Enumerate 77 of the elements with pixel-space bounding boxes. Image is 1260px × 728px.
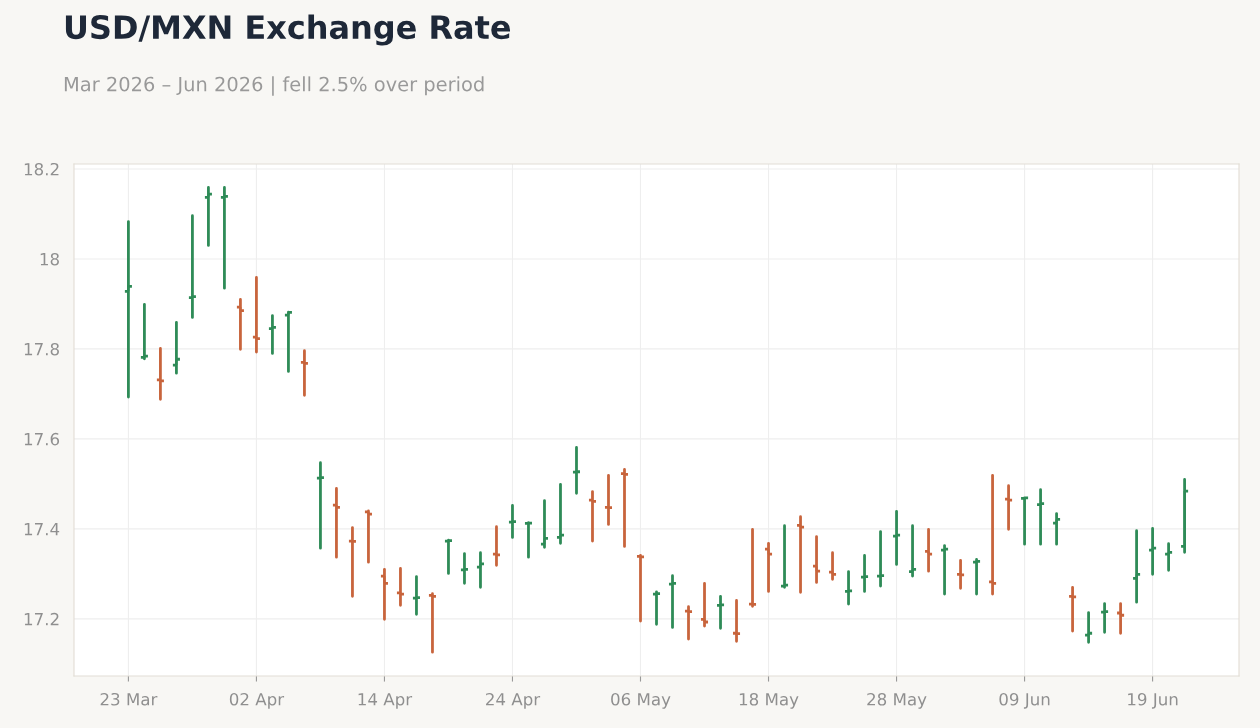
candlestick	[251, 275, 262, 354]
candlestick	[283, 310, 294, 373]
candlestick	[331, 487, 342, 559]
candlestick	[1035, 488, 1046, 546]
x-tick-label: 28 May	[867, 692, 927, 709]
x-tick-label: 09 Jun	[999, 692, 1050, 709]
candlestick	[811, 535, 822, 584]
candlestick	[763, 541, 774, 593]
x-tick-label: 19 Jun	[1128, 692, 1178, 709]
x-tick-label: 23 Mar	[100, 692, 158, 706]
candlestick	[475, 551, 486, 589]
candlestick	[907, 524, 918, 578]
candlestick	[379, 567, 390, 621]
candlestick	[891, 509, 902, 566]
candlestick	[315, 461, 326, 550]
chart-subtitle: Mar 2026 – Jun 2026 | fell 2.5% over period	[64, 76, 484, 96]
candlestick	[187, 214, 198, 319]
candlestick	[843, 570, 854, 606]
candlestick	[395, 567, 406, 607]
x-tick-label: 24 Apr	[486, 692, 541, 709]
candlestick	[779, 524, 790, 589]
y-tick-label: 18	[40, 252, 59, 266]
candlestick	[1003, 484, 1014, 531]
chart-title: USD/MXN Exchange Rate	[65, 14, 510, 46]
x-tick-label: 14 Apr	[358, 693, 413, 709]
candlestick	[827, 551, 838, 581]
candlestick	[667, 574, 678, 629]
x-tick-label: 06 May	[611, 692, 671, 709]
candlestick	[539, 499, 550, 549]
candlestick	[683, 605, 694, 641]
candlestick	[1131, 529, 1142, 604]
candlestick	[155, 347, 166, 401]
y-tick-label: 17.8	[24, 342, 59, 356]
candlestick	[987, 473, 998, 596]
candlestick	[587, 490, 598, 543]
x-tick-label: 18 May	[739, 692, 799, 709]
candlestick	[171, 320, 182, 375]
candlestick	[859, 554, 870, 593]
candlestick	[491, 525, 502, 567]
candlestick	[939, 544, 950, 596]
candlestick	[1115, 602, 1126, 635]
candlestick	[459, 552, 470, 585]
y-tick-label: 18.2	[24, 162, 59, 176]
candlestick	[875, 530, 886, 588]
candlestick	[619, 468, 630, 548]
candlestick	[635, 554, 646, 623]
candlestick	[1067, 585, 1078, 633]
candlestick	[203, 186, 214, 247]
candlestick	[971, 558, 982, 596]
x-tick-label: 02 Apr	[229, 692, 285, 709]
candlestick	[1147, 527, 1158, 576]
y-tick-label: 17.6	[24, 432, 60, 446]
candlestick	[795, 515, 806, 594]
candlestick	[571, 446, 582, 495]
candlestick	[715, 594, 726, 630]
candlestick	[731, 599, 742, 643]
y-tick-label: 17.4	[24, 523, 60, 536]
candlestick	[299, 349, 310, 397]
candlestick	[347, 526, 358, 598]
candlestick	[507, 504, 518, 539]
candlestick	[363, 509, 374, 564]
candlestick	[219, 186, 230, 290]
candlestick	[427, 592, 438, 654]
candlestick	[555, 482, 566, 545]
candlestick	[1179, 478, 1190, 554]
candlestick	[411, 575, 422, 616]
candlestick	[699, 581, 710, 628]
candlestick	[923, 527, 934, 573]
candlestick	[235, 298, 246, 351]
candlestick	[267, 314, 278, 355]
y-tick-label: 17.2	[24, 612, 59, 626]
candlestick	[603, 473, 614, 526]
candlestick	[1163, 542, 1174, 572]
candlestick	[955, 558, 966, 590]
candlestick	[1083, 611, 1094, 644]
candlestick	[1051, 512, 1062, 546]
candlestick	[1099, 602, 1110, 634]
